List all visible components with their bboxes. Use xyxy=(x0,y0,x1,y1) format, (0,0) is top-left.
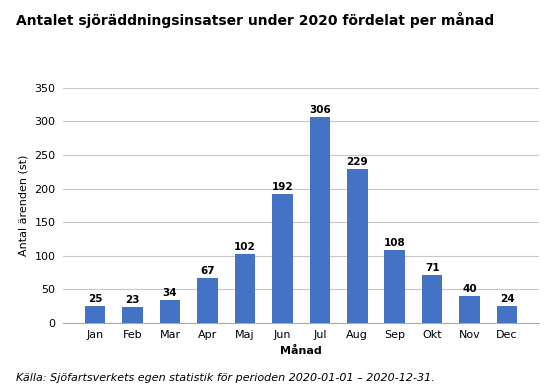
Bar xyxy=(497,307,518,323)
Text: 23: 23 xyxy=(125,295,140,305)
Text: 229: 229 xyxy=(346,157,368,167)
Bar xyxy=(310,117,330,323)
Bar xyxy=(459,296,480,323)
Text: 108: 108 xyxy=(384,238,405,248)
Text: 25: 25 xyxy=(88,294,102,304)
Bar xyxy=(347,169,367,323)
Bar xyxy=(235,254,255,323)
Text: 102: 102 xyxy=(234,242,256,252)
Bar xyxy=(384,250,405,323)
Bar xyxy=(160,300,180,323)
Text: 24: 24 xyxy=(500,294,514,305)
X-axis label: Månad: Månad xyxy=(280,346,322,356)
Text: 71: 71 xyxy=(425,263,439,273)
Text: 40: 40 xyxy=(463,284,477,294)
Bar xyxy=(197,278,218,323)
Bar xyxy=(85,306,106,323)
Text: Antalet sjöräddningsinsatser under 2020 fördelat per månad: Antalet sjöräddningsinsatser under 2020 … xyxy=(16,12,494,28)
Text: Källa: Sjöfartsverkets egen statistik för perioden 2020-01-01 – 2020-12-31.: Källa: Sjöfartsverkets egen statistik fö… xyxy=(16,373,435,383)
Bar xyxy=(272,194,293,323)
Y-axis label: Antal ärenden (st): Antal ärenden (st) xyxy=(19,154,29,256)
Text: 306: 306 xyxy=(309,106,331,115)
Bar xyxy=(122,307,143,323)
Text: 67: 67 xyxy=(200,265,215,276)
Bar xyxy=(422,275,443,323)
Text: 192: 192 xyxy=(272,182,293,192)
Text: 34: 34 xyxy=(163,288,178,298)
